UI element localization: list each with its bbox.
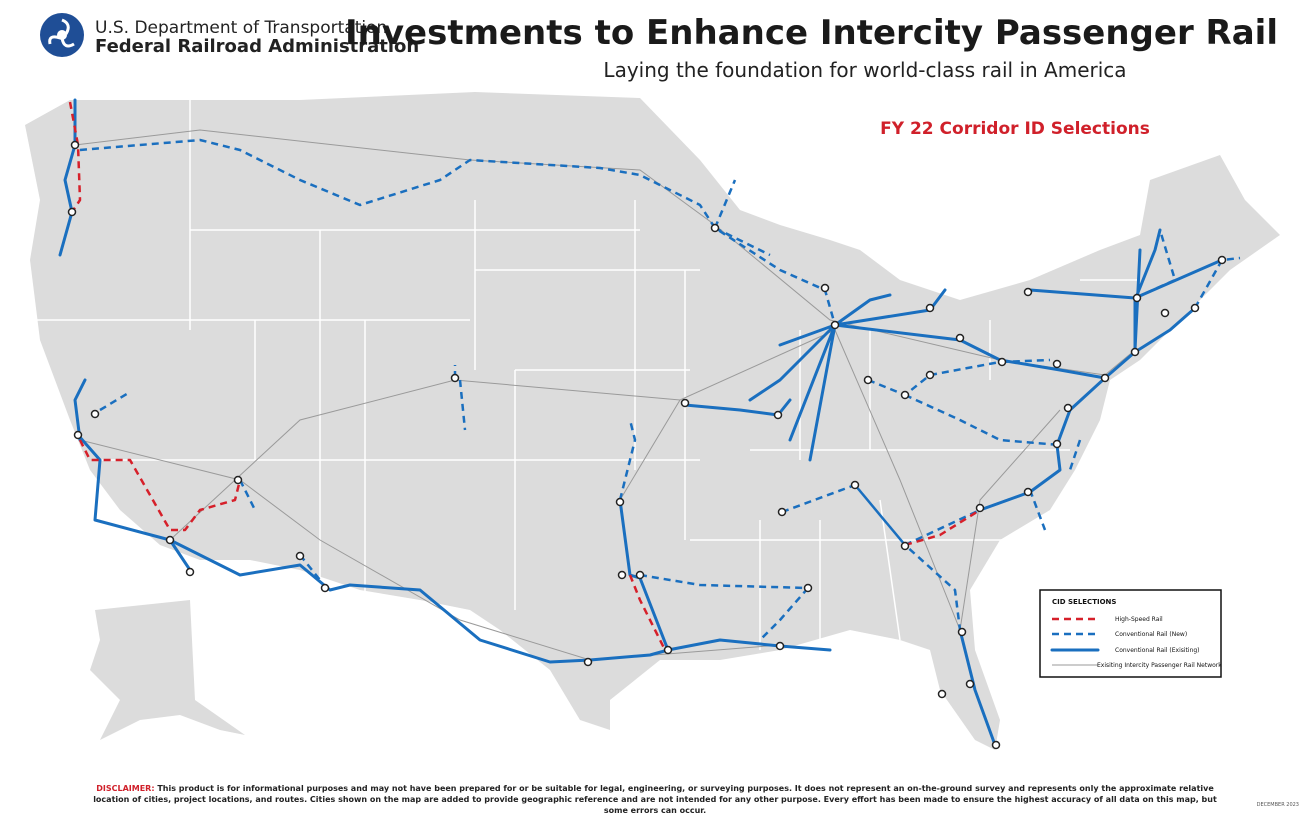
city-dot <box>777 507 787 517</box>
city-dot <box>965 679 975 689</box>
city-dot <box>67 207 77 217</box>
city-dot <box>635 570 645 580</box>
city-dot <box>803 583 813 593</box>
city-dot <box>925 303 935 313</box>
city-dot <box>937 689 947 699</box>
legend-item: Conventional Rail (Exisiting) <box>1115 647 1200 654</box>
logo <box>40 13 84 57</box>
alaska-land <box>90 600 245 740</box>
legend-item: High-Speed Rail <box>1115 616 1163 623</box>
legend: CID SELECTIONS High-Speed Rail Conventio… <box>1039 589 1222 678</box>
disclaimer-text: This product is for informational purpos… <box>93 784 1217 815</box>
city-dot <box>617 570 627 580</box>
city-dot <box>900 390 910 400</box>
city-dot <box>820 283 830 293</box>
disclaimer: DISCLAIMER: This product is for informat… <box>80 783 1230 816</box>
city-dot <box>1100 373 1110 383</box>
map-label: FY 22 Corridor ID Selections <box>880 119 1150 139</box>
city-dot <box>73 430 83 440</box>
city-dot <box>615 497 625 507</box>
city-dot <box>1217 255 1227 265</box>
city-dot <box>1063 403 1073 413</box>
city-dot <box>1160 308 1170 318</box>
city-dot <box>1132 293 1142 303</box>
legend-item: Conventional Rail (New) <box>1115 631 1187 638</box>
city-dot <box>233 475 243 485</box>
city-dot <box>1023 487 1033 497</box>
city-dot <box>165 535 175 545</box>
city-dot <box>320 583 330 593</box>
administration: Federal Railroad Administration <box>95 36 419 57</box>
city-dot <box>830 320 840 330</box>
city-dot <box>900 541 910 551</box>
legend-item: Exisiting Intercity Passenger Rail Netwo… <box>1097 662 1222 669</box>
city-dot <box>1023 287 1033 297</box>
city-dot <box>997 357 1007 367</box>
city-dot <box>775 641 785 651</box>
city-dot <box>1052 439 1062 449</box>
disclaimer-label: DISCLAIMER: <box>96 784 155 793</box>
city-dot <box>710 223 720 233</box>
city-dot <box>991 740 1001 750</box>
us-land <box>25 92 1280 750</box>
city-dot <box>863 375 873 385</box>
new-routes <box>79 138 1241 641</box>
city-dot <box>663 645 673 655</box>
hsr-routes <box>68 101 981 651</box>
city-dot <box>70 140 80 150</box>
city-dot <box>90 409 100 419</box>
city-dot <box>975 503 985 513</box>
agency: U.S. Department of Transportation <box>95 18 387 38</box>
subtitle: Laying the foundation for world-class ra… <box>603 58 1126 82</box>
title: Investments to Enhance Intercity Passeng… <box>345 13 1278 53</box>
legend-title: CID SELECTIONS <box>1052 598 1116 606</box>
city-dot <box>680 398 690 408</box>
existing-routes <box>58 98 1224 747</box>
city-dot <box>1052 359 1062 369</box>
city-dot <box>925 370 935 380</box>
city-dot <box>955 333 965 343</box>
city-dot <box>450 373 460 383</box>
city-dot <box>773 410 783 420</box>
date: DECEMBER 2023 <box>1256 802 1299 808</box>
city-dot <box>583 657 593 667</box>
city-dot <box>957 627 967 637</box>
city-dot <box>185 567 195 577</box>
city-dot <box>1190 303 1200 313</box>
city-dot <box>1130 347 1140 357</box>
city-dot <box>295 551 305 561</box>
cities <box>67 140 1227 750</box>
city-dot <box>850 480 860 490</box>
